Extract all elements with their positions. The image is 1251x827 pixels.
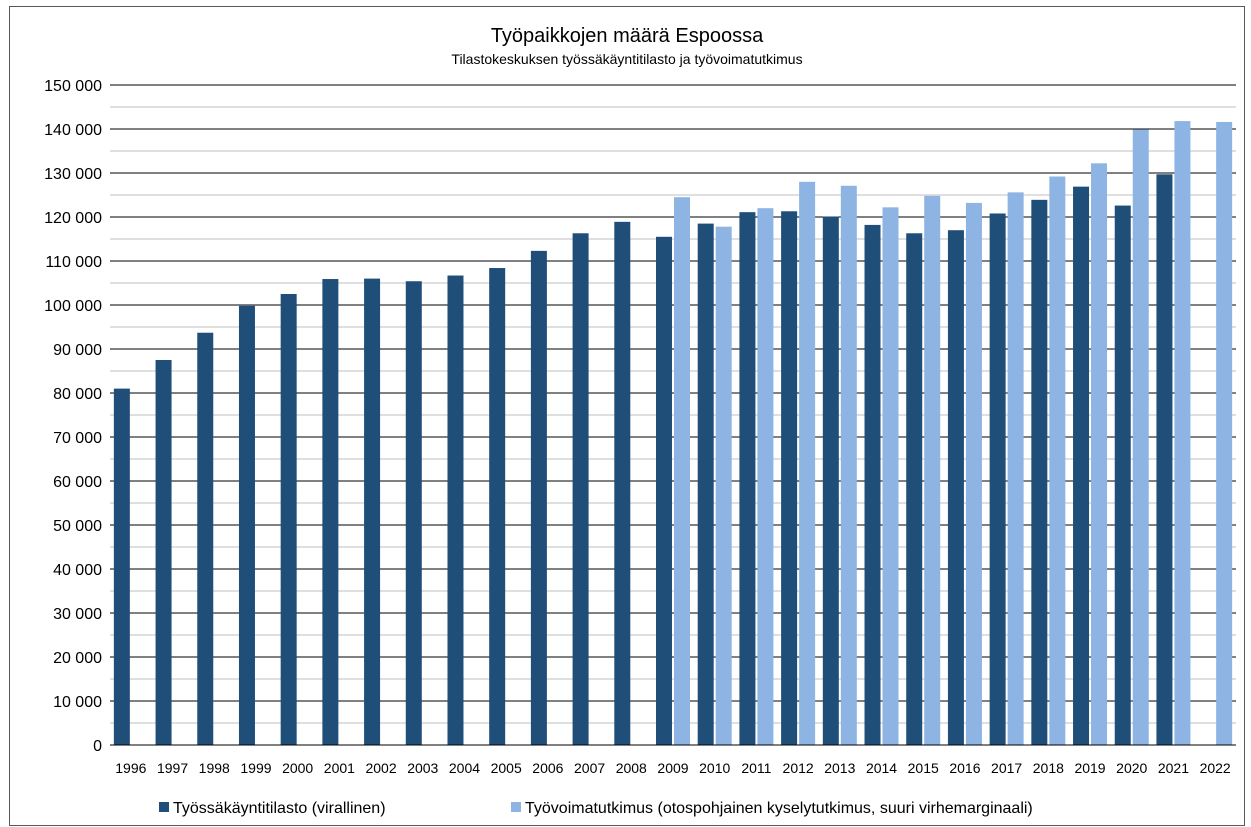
chart-title: Työpaikkojen määrä Espoossa	[491, 25, 764, 47]
bar-tyossakayntitilasto-2000	[280, 294, 297, 745]
x-tick-label: 2000	[282, 760, 313, 776]
bar-tyossakayntitilasto-2008	[614, 221, 631, 746]
x-tick-label: 2003	[407, 760, 438, 776]
x-tick-label: 2004	[449, 760, 480, 776]
x-tick-label: 2005	[491, 760, 522, 776]
bar-tyovoimatutkimus-2013	[840, 185, 857, 745]
y-tick-label: 30 000	[53, 606, 102, 623]
y-tick-label: 90 000	[53, 342, 102, 359]
bar-tyovoimatutkimus-2011	[757, 208, 774, 745]
x-tick-label: 2011	[741, 760, 771, 776]
bar-tyossakayntitilasto-2010	[697, 223, 714, 746]
bar-tyovoimatutkimus-2019	[1091, 163, 1108, 745]
x-tick-label: 2006	[532, 760, 563, 776]
bar-tyovoimatutkimus-2009	[674, 197, 690, 745]
x-tick-label: 1998	[199, 760, 230, 776]
y-tick-label: 40 000	[53, 562, 102, 579]
y-tick-label: 50 000	[53, 518, 102, 535]
y-tick-label: 140 000	[44, 122, 102, 139]
x-tick-label: 2016	[949, 760, 980, 776]
legend-swatch-tyossakayntitilasto	[159, 802, 169, 812]
x-tick-label: 2008	[616, 760, 647, 776]
bar-tyossakayntitilasto-2001	[322, 279, 339, 745]
x-tick-label: 2015	[908, 760, 939, 776]
x-tick-label: 2020	[1116, 760, 1147, 776]
x-tick-label: 2001	[324, 760, 355, 776]
bar-tyossakayntitilasto-1997	[155, 360, 172, 745]
bar-tyossakayntitilasto-2005	[489, 268, 506, 745]
x-tick-label: 2009	[657, 760, 688, 776]
legend-label-tyossakayntitilasto: Työssäkäyntitilasto (virallinen)	[173, 800, 386, 817]
y-tick-label: 130 000	[44, 166, 102, 183]
x-tick-label: 2002	[365, 760, 396, 776]
x-tick-label: 2007	[574, 760, 605, 776]
bar-tyossakayntitilasto-1999	[238, 305, 255, 745]
bar-tyossakayntitilasto-2019	[1073, 186, 1090, 745]
bar-tyovoimatutkimus-2017	[1007, 192, 1024, 746]
bar-tyossakayntitilasto-2002	[364, 278, 381, 745]
bar-tyossakayntitilasto-2006	[530, 250, 547, 745]
bar-tyossakayntitilasto-2020	[1114, 205, 1131, 745]
x-tick-label: 1999	[240, 760, 271, 776]
bar-tyossakayntitilasto-2012	[781, 211, 798, 745]
x-tick-label: 2012	[783, 760, 814, 776]
bar-tyossakayntitilasto-2011	[739, 212, 756, 745]
bar-tyossakayntitilasto-2013	[822, 216, 839, 745]
x-tick-label: 2019	[1074, 760, 1105, 776]
legend-swatch-tyovoimatutkimus	[511, 802, 521, 812]
bar-tyossakayntitilasto-2015	[906, 233, 923, 745]
x-tick-label: 2017	[991, 760, 1022, 776]
bar-chart: Työpaikkojen määrä Espoossa Tilastokesku…	[44, 25, 1236, 817]
chart-subtitle: Tilastokeskuksen työssäkäyntitilasto ja …	[451, 51, 802, 67]
bar-tyovoimatutkimus-2015	[924, 195, 941, 745]
bar-tyossakayntitilasto-1996	[113, 388, 130, 745]
x-tick-label: 2022	[1200, 760, 1231, 776]
x-tick-label: 2010	[699, 760, 730, 776]
bar-tyovoimatutkimus-2020	[1132, 129, 1149, 745]
legend: Työssäkäyntitilasto (virallinen) Työvoim…	[159, 800, 1033, 817]
x-tick-label: 2018	[1033, 760, 1064, 776]
x-tick-label: 2013	[824, 760, 855, 776]
y-tick-label: 70 000	[53, 430, 102, 447]
bar-tyossakayntitilasto-2016	[947, 230, 964, 745]
y-tick-label: 110 000	[45, 254, 102, 271]
bar-tyossakayntitilasto-2017	[989, 213, 1006, 746]
bar-tyossakayntitilasto-2018	[1031, 199, 1048, 746]
x-tick-label: 1996	[115, 760, 146, 776]
gridlines	[110, 84, 1236, 724]
bar-tyovoimatutkimus-2022	[1216, 121, 1233, 745]
bar-tyovoimatutkimus-2016	[965, 202, 982, 746]
bar-tyossakayntitilasto-2021	[1156, 174, 1173, 745]
x-axis-ticks: 1996 1997 1998 1999 2000 2001 2002 2003 2004 2005…	[115, 760, 1231, 776]
y-tick-label: 150 000	[44, 78, 102, 95]
y-tick-label: 80 000	[53, 386, 102, 403]
bar-tyovoimatutkimus-2018	[1049, 176, 1066, 745]
bars	[113, 121, 1233, 746]
bar-tyossakayntitilasto-1998	[197, 332, 214, 745]
bar-tyossakayntitilasto-2004	[447, 275, 464, 745]
legend-label-tyovoimatutkimus: Työvoimatutkimus (otospohjainen kyselytu…	[525, 800, 1033, 817]
y-tick-label: 10 000	[53, 694, 102, 711]
bar-tyovoimatutkimus-2012	[799, 181, 816, 746]
x-tick-label: 1997	[157, 760, 188, 776]
chart-frame: Työpaikkojen määrä Espoossa Tilastokesku…	[9, 6, 1245, 826]
y-tick-label: 20 000	[53, 650, 102, 667]
y-tick-label: 100 000	[44, 298, 102, 315]
bar-tyovoimatutkimus-2021	[1174, 121, 1191, 745]
y-tick-label: 120 000	[44, 210, 102, 227]
x-tick-label: 2014	[866, 760, 897, 776]
x-tick-label: 2021	[1158, 760, 1189, 776]
y-tick-label: 60 000	[53, 474, 102, 491]
y-axis-ticks: 0 10 000 20 000 30 000 40 000 50 000 60 000 70 …	[44, 78, 102, 755]
bar-tyossakayntitilasto-2009	[656, 236, 672, 746]
bar-tyovoimatutkimus-2010	[715, 226, 732, 745]
y-tick-label: 0	[93, 738, 102, 755]
bar-tyossakayntitilasto-2014	[864, 224, 881, 746]
bar-tyossakayntitilasto-2007	[572, 233, 589, 745]
bar-tyovoimatutkimus-2014	[882, 207, 899, 745]
bar-tyossakayntitilasto-2003	[405, 281, 422, 745]
